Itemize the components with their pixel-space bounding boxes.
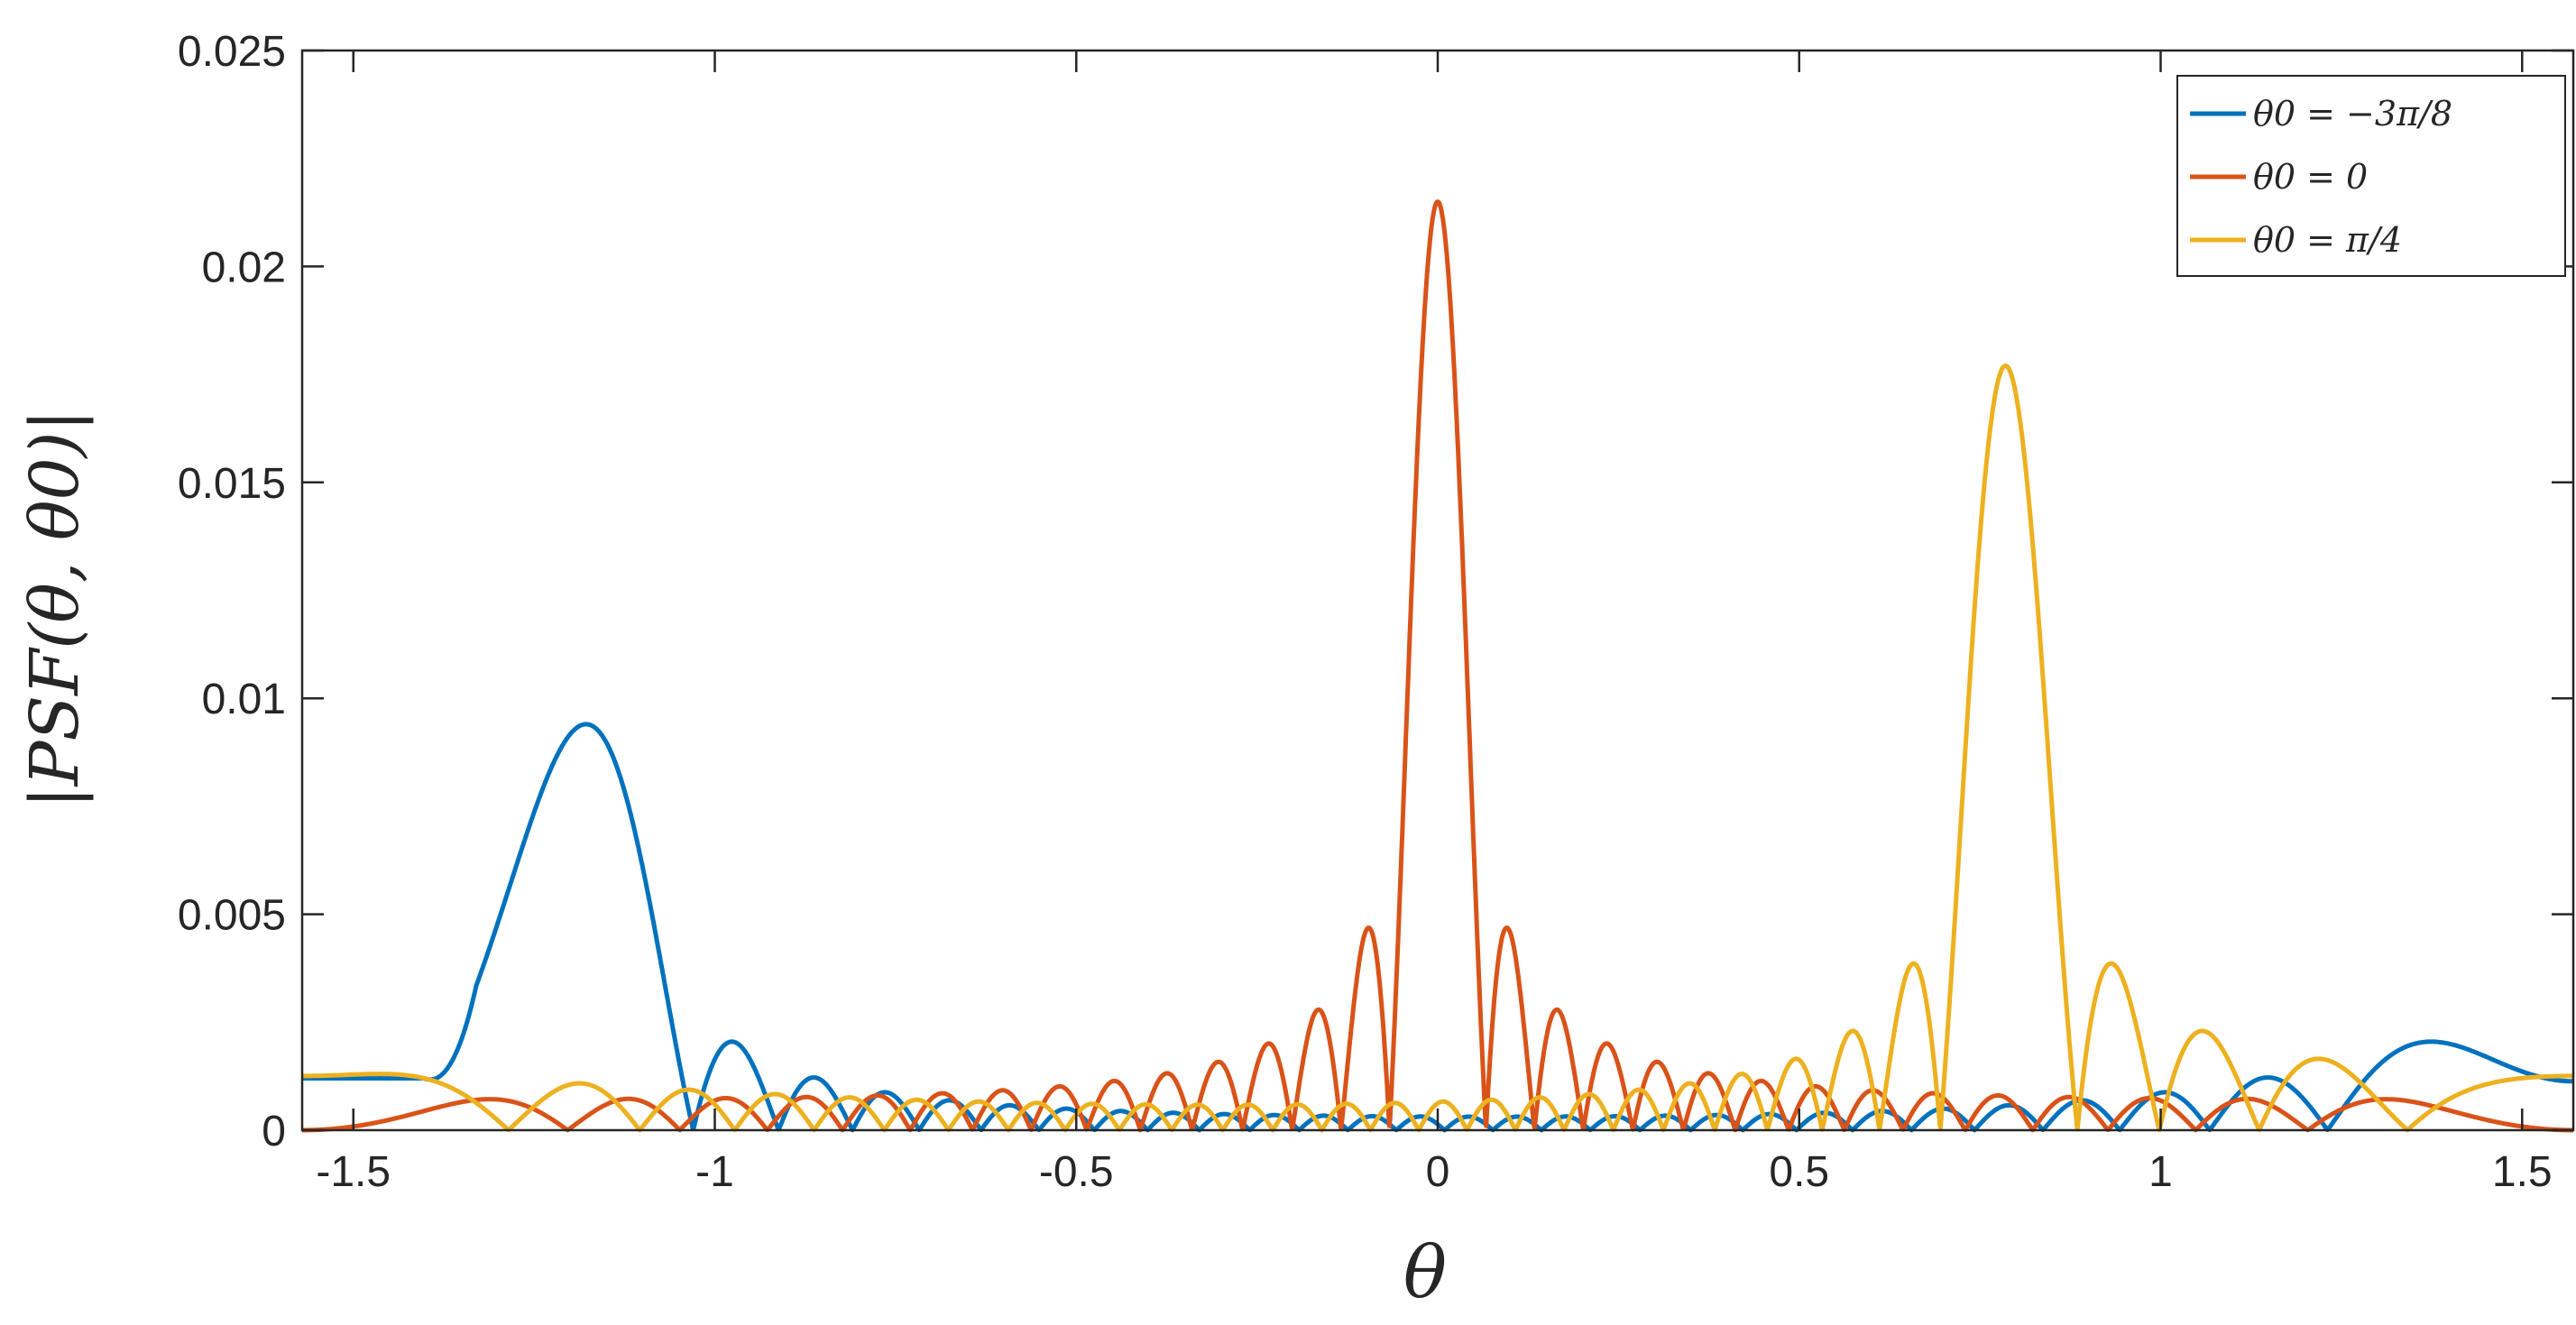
- x-tick-label: 0: [1426, 1148, 1450, 1196]
- legend-entry: θ0 = −3π/8: [2253, 94, 2452, 133]
- y-tick-label: 0.025: [178, 28, 286, 76]
- x-tick-label: 1: [2148, 1148, 2173, 1196]
- x-axis-ticks: -1.5 -1 -0.5 0 0.5 1 1.5: [316, 51, 2553, 1196]
- x-tick-label: -1: [695, 1148, 734, 1196]
- y-axis-ticks: 0 0.005 0.01 0.015 0.02 0.025: [178, 28, 2573, 1155]
- y-tick-label: 0.01: [202, 676, 286, 723]
- x-tick-label: 0.5: [1769, 1148, 1829, 1196]
- y-axis-label: |PSF(θ, θ0)|: [16, 409, 94, 809]
- series-line-3: [300, 363, 2575, 1133]
- legend: θ0 = −3π/8 θ0 = 0 θ0 = π/4: [2176, 75, 2566, 277]
- y-tick-label: 0.015: [178, 460, 286, 508]
- legend-entry: θ0 = π/4: [2253, 220, 2402, 260]
- x-tick-label: -0.5: [1039, 1148, 1114, 1196]
- x-axis-label: θ: [1403, 1230, 1447, 1314]
- y-tick-label: 0.005: [178, 892, 286, 940]
- x-tick-label: -1.5: [316, 1148, 391, 1196]
- x-tick-label: 1.5: [2492, 1148, 2553, 1196]
- y-tick-label: 0.02: [202, 244, 286, 291]
- y-tick-label: 0: [262, 1108, 286, 1155]
- legend-entry: θ0 = 0: [2253, 157, 2368, 197]
